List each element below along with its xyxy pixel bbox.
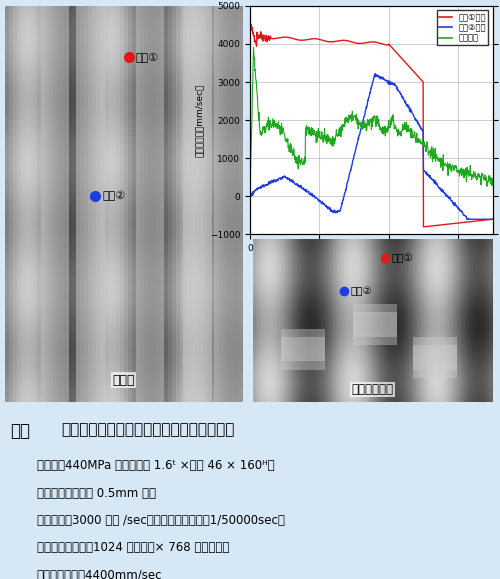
- Bar: [414, 337, 457, 353]
- Bar: [183, 6, 212, 402]
- X-axis label: 時間(msec): 時間(msec): [348, 259, 394, 269]
- Bar: [282, 345, 325, 361]
- Bar: [354, 329, 397, 345]
- Text: 図１: 図１: [10, 422, 30, 440]
- Bar: [76, 6, 105, 402]
- Bar: [354, 321, 397, 337]
- Legend: 定点①速度, 定点②速度, 圧壊荷重: 定点①速度, 定点②速度, 圧壊荷重: [436, 10, 488, 45]
- Bar: [414, 345, 457, 361]
- Y-axis label: 軸方向速度（mm/sec）: 軸方向速度（mm/sec）: [195, 83, 204, 157]
- Text: 撮影速度：3000 コマ /sec、シャッター速度：1/50000sec、: 撮影速度：3000 コマ /sec、シャッター速度：1/50000sec、: [37, 514, 284, 527]
- Bar: [214, 6, 242, 402]
- Bar: [282, 337, 325, 353]
- Text: フレームサイズ：1024 ピクセル× 768 ピクセル、: フレームサイズ：1024 ピクセル× 768 ピクセル、: [37, 541, 229, 555]
- Text: マーキング：矩形 0.5mm 四方: マーキング：矩形 0.5mm 四方: [37, 487, 156, 500]
- Text: 初期圧壊速度：4400mm/sec: 初期圧壊速度：4400mm/sec: [37, 569, 162, 579]
- Bar: [282, 329, 325, 345]
- Bar: [354, 304, 397, 321]
- Bar: [354, 312, 397, 329]
- Text: 定点②: 定点②: [102, 191, 126, 201]
- Bar: [282, 353, 325, 369]
- Bar: [414, 353, 457, 369]
- Text: 定点②: 定点②: [351, 286, 372, 296]
- Text: 試験前: 試験前: [112, 373, 135, 387]
- Bar: [40, 6, 69, 402]
- Text: 供試材：440MPa 級冷延鋼板 1.6ᵗ ×一辺 46 × 160ᴴ、: 供試材：440MPa 級冷延鋼板 1.6ᵗ ×一辺 46 × 160ᴴ、: [37, 460, 274, 472]
- Text: 軸圧壊試験後: 軸圧壊試験後: [352, 383, 394, 396]
- Text: 定点①: 定点①: [136, 52, 159, 63]
- Text: 六角形断面部材の軸圧壊試験での変形状況: 六角形断面部材の軸圧壊試験での変形状況: [62, 422, 234, 437]
- Bar: [136, 6, 164, 402]
- Text: 定点①: 定点①: [392, 253, 413, 263]
- Bar: [414, 361, 457, 378]
